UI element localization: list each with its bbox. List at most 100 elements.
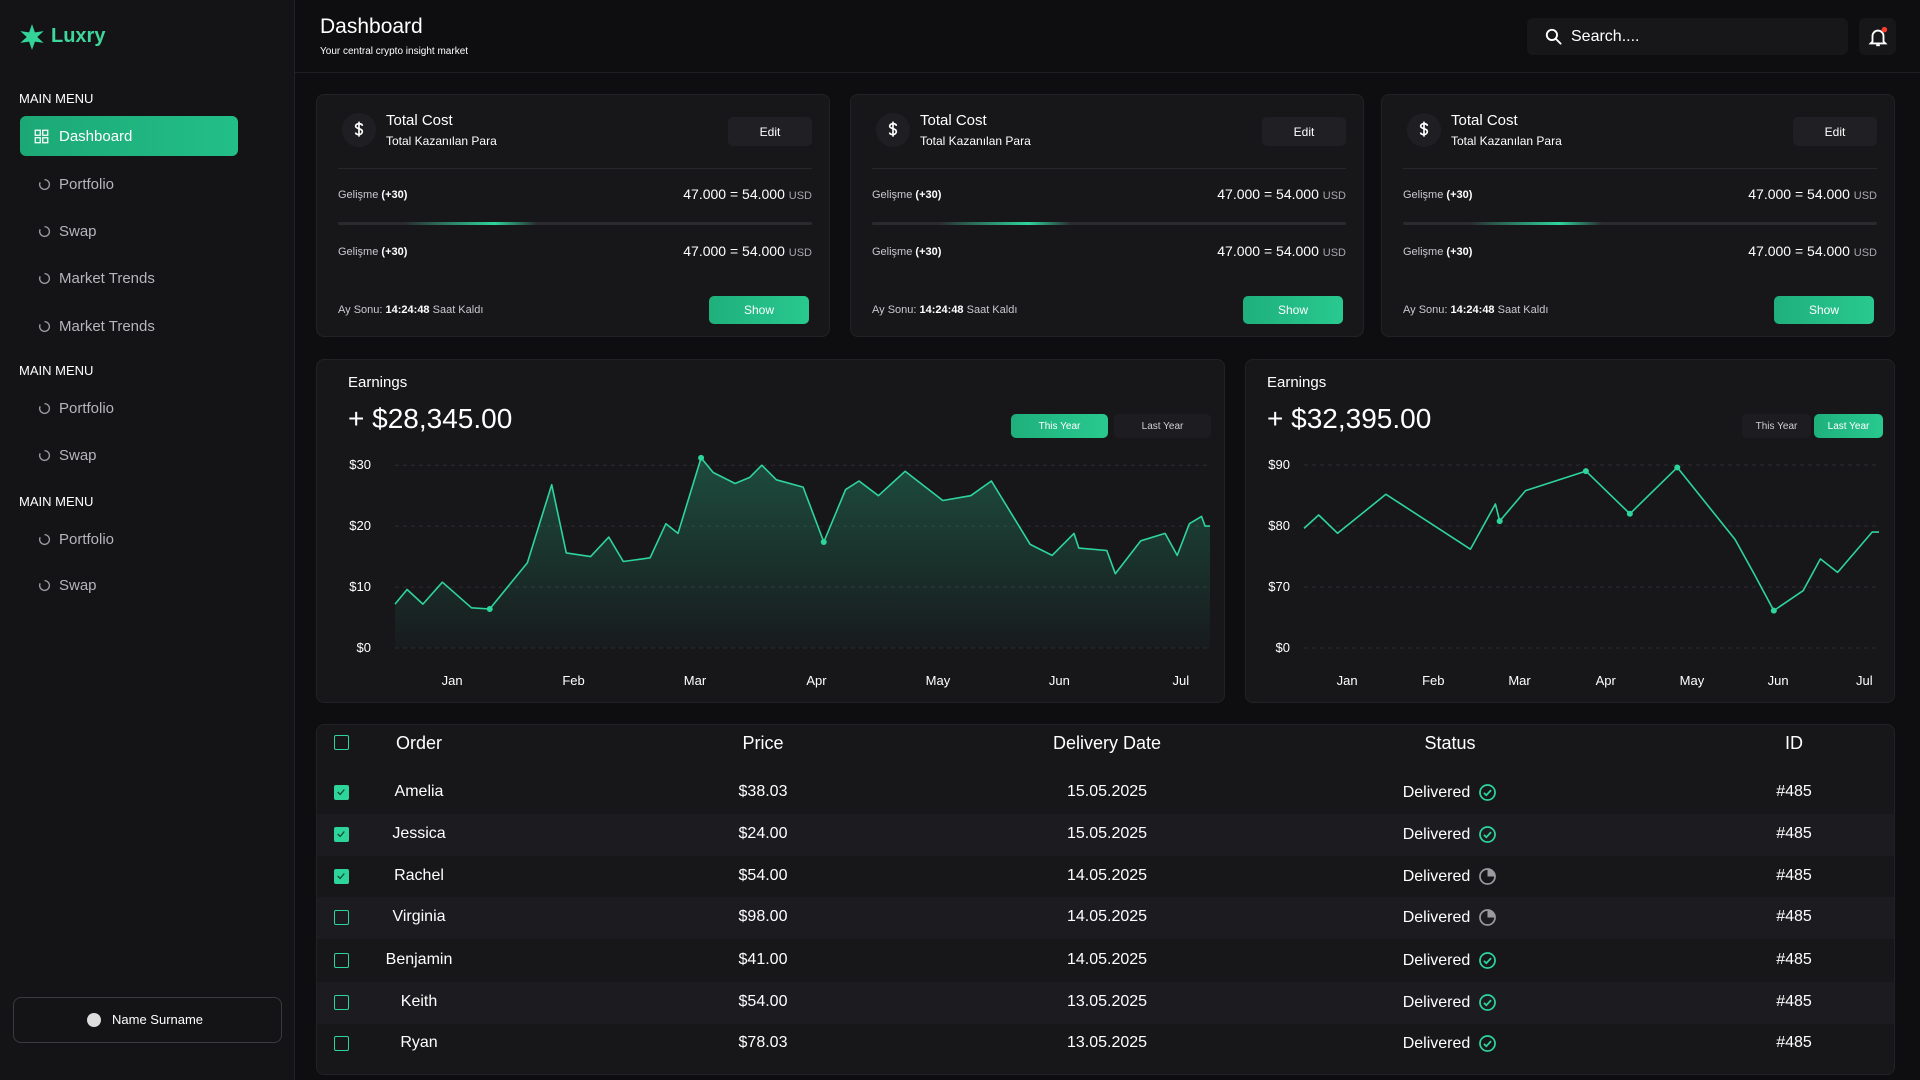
user-avatar — [87, 1013, 101, 1027]
menu-icon-part — [42, 129, 49, 136]
status-text: Delivered — [1402, 993, 1471, 1011]
row-checkbox[interactable] — [334, 953, 349, 968]
menu-icon-part — [39, 533, 51, 545]
status-text: Delivered — [1402, 867, 1471, 885]
edit-button[interactable]: Edit — [1262, 117, 1346, 146]
menu-icon — [39, 320, 51, 332]
row-label-text: Gelişme — [1403, 189, 1444, 201]
column-header: Delivery Date — [1052, 733, 1162, 753]
y-tick-label: $0 — [1276, 640, 1290, 655]
period-tab[interactable]: This Year — [1742, 414, 1811, 438]
row-label-text: Gelişme — [872, 246, 913, 258]
row-value-text: 47.000 = 54.000 — [683, 243, 785, 259]
menu-section-title: MAIN MENU — [19, 494, 94, 509]
row-change: (+30) — [915, 189, 942, 201]
search-box[interactable]: Search.... — [1527, 18, 1848, 55]
x-tick-label: Feb — [1422, 673, 1444, 688]
row-unit: USD — [1322, 190, 1346, 202]
period-tab-label: Last Year — [1141, 420, 1184, 432]
status-text: Delivered — [1402, 825, 1471, 843]
menu-icon-part — [34, 137, 41, 144]
row-checkbox[interactable] — [334, 785, 349, 800]
row-checkbox[interactable] — [334, 910, 349, 925]
table-cell: Benjamin — [385, 951, 453, 968]
show-button[interactable]: Show — [1774, 296, 1874, 324]
coin-icon — [876, 113, 910, 147]
table-cell: #485 — [1776, 951, 1812, 968]
table-cell: 13.05.2025 — [1066, 993, 1148, 1010]
progress-bar — [338, 222, 812, 225]
menu-icon-part — [42, 137, 49, 144]
status-check-icon-part — [1483, 957, 1492, 965]
point-marker — [820, 538, 827, 545]
menu-item[interactable]: Swap — [20, 211, 238, 251]
table-cell: 14.05.2025 — [1066, 908, 1148, 925]
cost-card: Total Cost Total Kazanılan Para Edit Gelişm… — [850, 94, 1364, 337]
period-tab[interactable]: Last Year — [1114, 414, 1211, 438]
row-value-text: 47.000 = 54.000 — [1217, 243, 1319, 259]
coin-icon — [342, 113, 376, 147]
dollar-icon — [354, 121, 364, 137]
menu-item[interactable]: Portfolio — [20, 519, 238, 559]
row-checkbox[interactable] — [334, 1036, 349, 1051]
earnings-panel: Earnings + $28,345.00 This Year Last Year $0… — [316, 359, 1225, 703]
user-box[interactable]: Name Surname — [13, 997, 282, 1043]
menu-item[interactable]: Dashboard — [20, 116, 238, 156]
x-tick-label: Jun — [1049, 673, 1070, 688]
menu-item[interactable]: Portfolio — [20, 164, 238, 204]
period-tab[interactable]: Last Year — [1814, 414, 1883, 438]
row-label: Gelişme (+30) — [1403, 246, 1472, 258]
column-header: Price — [742, 733, 784, 753]
row-label: Gelişme (+30) — [872, 189, 941, 201]
row-checkbox[interactable] — [334, 827, 349, 842]
card-divider — [338, 168, 812, 169]
menu-item-label: Portfolio — [59, 400, 115, 417]
show-button[interactable]: Show — [1243, 296, 1343, 324]
cost-card: Total Cost Total Kazanılan Para Edit Gelişm… — [316, 94, 830, 337]
menu-icon-part — [39, 579, 51, 591]
dollar-icon-part — [1419, 121, 1429, 137]
edit-button[interactable]: Edit — [1793, 117, 1877, 146]
card-footer-text: Ay Sonu: 14:24:48 Saat Kaldı — [872, 304, 1017, 316]
line — [394, 457, 1210, 610]
notification-button[interactable] — [1859, 18, 1896, 55]
menu-icon-part — [39, 320, 51, 332]
status-check-icon — [1479, 952, 1497, 969]
menu-item[interactable]: Swap — [20, 565, 238, 605]
select-all-checkbox[interactable] — [334, 735, 349, 750]
status-text: Delivered — [1402, 951, 1471, 969]
table-cell: #485 — [1776, 825, 1812, 842]
row-value: 47.000 = 54.000 USD — [1748, 186, 1877, 202]
status-cell: Delivered — [1300, 951, 1600, 970]
card-footer-text: Ay Sonu: 14:24:48 Saat Kaldı — [1403, 304, 1548, 316]
chart-title: Earnings — [348, 374, 408, 391]
card-subtitle: Total Kazanılan Para — [920, 134, 1031, 148]
menu-icon-part — [34, 129, 41, 136]
show-button[interactable]: Show — [709, 296, 809, 324]
row-stripe — [317, 897, 1894, 939]
status-check-icon-part — [1479, 826, 1497, 843]
menu-icon — [39, 449, 51, 461]
point-marker — [698, 454, 705, 461]
menu-item[interactable]: Portfolio — [20, 388, 238, 428]
row-unit: USD — [1853, 247, 1877, 259]
y-tick-label: $10 — [349, 579, 371, 594]
footer-time: 14:24:48 — [385, 304, 430, 316]
status-check-icon — [1479, 994, 1497, 1011]
menu-item[interactable]: Swap — [20, 435, 238, 475]
row-label-text: Gelişme — [872, 189, 913, 201]
period-tab[interactable]: This Year — [1011, 414, 1108, 438]
chart-total: + $28,345.00 — [348, 403, 513, 434]
status-check-icon-part — [1483, 999, 1492, 1007]
table-cell: 14.05.2025 — [1066, 951, 1148, 968]
status-check-icon — [1479, 784, 1497, 801]
menu-item[interactable]: Market Trends — [20, 306, 238, 346]
period-tab-label: Last Year — [1827, 420, 1870, 432]
row-checkbox[interactable] — [334, 995, 349, 1010]
menu-item[interactable]: Market Trends — [20, 258, 238, 298]
table-cell: Keith — [400, 993, 438, 1010]
row-checkbox[interactable] — [334, 869, 349, 884]
edit-button[interactable]: Edit — [728, 117, 812, 146]
status-check-icon-part — [1479, 952, 1497, 969]
x-tick-label: Jan — [442, 673, 463, 688]
